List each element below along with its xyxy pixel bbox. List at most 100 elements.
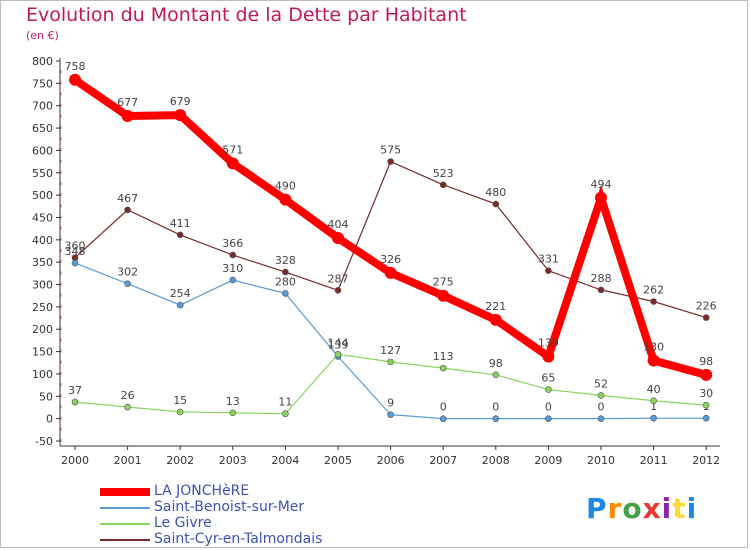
x-tick-label: 2000	[61, 454, 89, 467]
y-tick-label: 350	[32, 256, 53, 269]
data-point	[229, 409, 237, 417]
data-point	[334, 287, 342, 294]
data-point	[650, 397, 657, 405]
x-tick-label: 2012	[692, 454, 720, 467]
data-label: 0	[492, 401, 499, 414]
x-tick-label: 2005	[324, 454, 352, 467]
x-tick-label: 2010	[587, 454, 615, 467]
data-point	[121, 109, 134, 122]
data-label: 30	[699, 387, 713, 400]
data-label: 0	[598, 401, 605, 414]
data-label: 40	[647, 383, 661, 396]
chart-subtitle: (en €)	[26, 29, 59, 42]
data-point	[439, 364, 447, 372]
data-label: 139	[328, 339, 349, 352]
data-point	[229, 276, 237, 284]
legend-swatch	[100, 507, 150, 509]
data-point	[282, 410, 289, 418]
data-point	[439, 181, 447, 189]
data-point	[176, 408, 184, 416]
data-point	[492, 371, 500, 379]
y-tick-label: 700	[32, 100, 53, 113]
data-label: 677	[117, 96, 138, 109]
data-label: 287	[328, 272, 349, 285]
data-point	[387, 158, 394, 165]
data-label: 130	[643, 341, 664, 354]
data-label: 1	[650, 400, 657, 413]
data-label: 571	[222, 143, 243, 156]
data-point	[439, 415, 447, 422]
y-tick-label: 450	[32, 211, 53, 224]
data-point	[282, 290, 289, 297]
data-label: 494	[591, 178, 612, 191]
data-label: 254	[170, 287, 191, 300]
data-point	[492, 415, 500, 422]
x-tick-label: 2007	[429, 454, 457, 467]
data-label: 139	[538, 337, 559, 350]
y-tick-label: 200	[32, 323, 53, 336]
data-label: 575	[380, 144, 401, 157]
data-point	[229, 251, 237, 259]
data-point	[702, 314, 710, 321]
x-tick-label: 2009	[534, 454, 562, 467]
data-point	[176, 231, 184, 239]
data-label: 328	[275, 254, 296, 267]
data-label: 11	[278, 396, 292, 409]
data-label: 480	[485, 186, 506, 199]
data-point	[702, 401, 710, 409]
data-label: 758	[65, 60, 86, 73]
x-tick-label: 2006	[377, 454, 405, 467]
x-tick-label: 2008	[482, 454, 510, 467]
data-label: 52	[594, 377, 608, 390]
y-tick-label: 100	[32, 368, 53, 381]
data-label: 0	[440, 401, 447, 414]
y-tick-label: 500	[32, 189, 53, 202]
y-tick-label: 550	[32, 167, 53, 180]
data-point	[595, 191, 607, 204]
y-tick-label: 250	[32, 301, 53, 314]
data-point	[545, 267, 552, 274]
data-point	[124, 280, 131, 287]
data-label: 26	[121, 389, 135, 402]
data-label: 326	[380, 253, 401, 266]
data-label: 288	[591, 272, 612, 285]
data-point	[387, 411, 394, 418]
data-label: 98	[489, 357, 503, 370]
legend-swatch	[100, 488, 150, 496]
data-label: 360	[65, 240, 86, 253]
data-point	[124, 403, 131, 411]
data-label: 679	[170, 95, 191, 108]
data-label: 37	[68, 384, 82, 397]
x-tick-label: 2001	[114, 454, 142, 467]
legend-label: LA JONCHèRE	[154, 483, 250, 499]
legend-label: Saint-Cyr-en-Talmondais	[154, 531, 323, 547]
y-tick-label: 650	[32, 122, 53, 135]
y-tick-label: 150	[32, 346, 53, 359]
data-label: 262	[643, 284, 664, 297]
data-label: 221	[485, 300, 506, 313]
legend-label: Le Givre	[154, 515, 212, 531]
data-label: 113	[433, 350, 454, 363]
data-point	[69, 73, 81, 86]
data-point	[489, 313, 502, 326]
y-tick-label: 800	[32, 55, 53, 68]
data-point	[647, 354, 660, 367]
legend-swatch	[100, 539, 150, 541]
data-label: 366	[222, 237, 243, 250]
x-tick-label: 2004	[271, 454, 299, 467]
y-tick-label: 50	[39, 390, 53, 403]
y-tick-label: 300	[32, 279, 53, 292]
data-point	[174, 109, 187, 122]
data-point	[597, 415, 605, 422]
data-point	[334, 350, 342, 358]
y-tick-label: -50	[35, 435, 53, 448]
x-tick-label: 2003	[219, 454, 247, 467]
data-label: 523	[433, 167, 454, 180]
data-label: 98	[699, 355, 713, 368]
data-label: 280	[275, 275, 296, 288]
data-label: 9	[387, 397, 394, 410]
data-label: 348	[65, 245, 86, 258]
x-tick-label: 2011	[640, 454, 668, 467]
data-label: 404	[328, 218, 349, 231]
